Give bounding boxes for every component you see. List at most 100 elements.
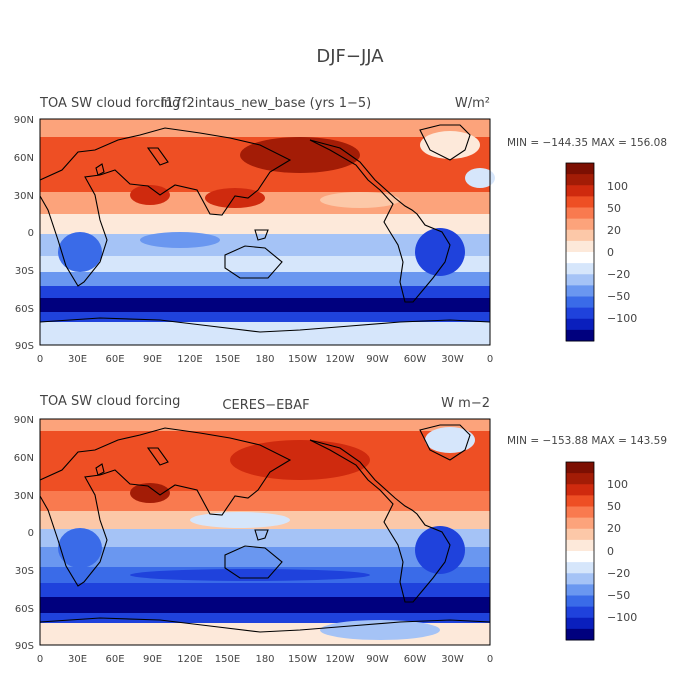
- panel-2-units: W m−2: [441, 396, 490, 411]
- colorbar-swatch: [566, 528, 594, 541]
- panel-1-lat-axis: 90N 60N 30N 0 30S 60S 90S: [14, 115, 34, 352]
- panel-1-lon-label: 0: [37, 354, 43, 365]
- panel-2-lon-label: 30W: [441, 654, 464, 665]
- panel-1-title-left: TOA SW cloud forcing: [39, 96, 180, 111]
- colorbar-swatch: [566, 240, 594, 253]
- panel-2-lat-label: 90N: [14, 415, 34, 426]
- panel-1-lon-label: 150E: [215, 354, 240, 365]
- panel-1-lon-label: 30E: [68, 354, 87, 365]
- colorbar-swatch: [566, 318, 594, 331]
- colorbar-swatch: [566, 218, 594, 231]
- colorbar-swatch: [566, 606, 594, 619]
- panel-1-stats: MIN = −144.35 MAX = 156.08: [507, 137, 667, 149]
- panel-1-lon-label: 0: [487, 354, 493, 365]
- panel-2-colorbar-label: −50: [607, 589, 630, 602]
- colorbar-swatch: [566, 163, 594, 175]
- panel-2-colorbar-label: 20: [607, 522, 621, 535]
- panel-1-title-center: f17f2intaus_new_base (yrs 1−5): [161, 96, 371, 111]
- panel-1-lon-label: 120W: [326, 354, 355, 365]
- colorbar-swatch: [566, 595, 594, 608]
- colorbar-swatch: [566, 274, 594, 286]
- panel-2-lat-label: 60N: [14, 453, 34, 464]
- panel-2-map: [39, 418, 491, 646]
- panel-1-lat-label: 90S: [15, 341, 34, 352]
- panel-2-colorbar: 100 50 20 0 −20 −50 −100: [565, 461, 637, 641]
- panel-1-lat-label: 30S: [15, 266, 34, 277]
- panel-2-lat-label: 90S: [15, 641, 34, 652]
- colorbar-swatch: [566, 473, 594, 485]
- panel-2-lon-label: 90E: [143, 654, 162, 665]
- colorbar-swatch: [566, 539, 594, 552]
- panel-2-title-left: TOA SW cloud forcing: [39, 394, 180, 409]
- colorbar-swatch: [566, 517, 594, 530]
- panel-2-lon-label: 0: [37, 654, 43, 665]
- panel-2-lon-label: 30E: [68, 654, 87, 665]
- panel-2-lon-label: 120W: [326, 654, 355, 665]
- panel-1-lon-label: 30W: [441, 354, 464, 365]
- panel-2-lon-label: 60W: [404, 654, 427, 665]
- panel-1-lon-label: 120E: [177, 354, 202, 365]
- panel-2-colorbar-label: 0: [607, 545, 614, 558]
- colorbar-swatch: [566, 307, 594, 320]
- panel-2-title-center: CERES−EBAF: [222, 398, 309, 413]
- panel-2-lat-label: 60S: [15, 604, 34, 615]
- colorbar-swatch: [566, 285, 594, 297]
- panel-1-lon-label: 60E: [105, 354, 124, 365]
- colorbar-swatch: [566, 185, 594, 197]
- panel-2-lon-label: 120E: [177, 654, 202, 665]
- colorbar-swatch: [566, 617, 594, 630]
- panel-1-colorbar: 100 50 20 0 −20 −50 −100: [565, 162, 637, 342]
- colorbar-swatch: [566, 573, 594, 585]
- colorbar-swatch: [566, 329, 594, 342]
- panel-1-colorbar-label: 0: [607, 246, 614, 259]
- panel-model: TOA SW cloud forcing f17f2intaus_new_bas…: [14, 96, 667, 365]
- colorbar-swatch: [566, 628, 594, 641]
- panel-2-colorbar-label: −100: [607, 611, 637, 624]
- colorbar-swatch: [566, 174, 594, 186]
- panel-1-lon-label: 60W: [404, 354, 427, 365]
- panel-1-lat-label: 30N: [14, 191, 34, 202]
- colorbar-swatch: [566, 506, 594, 519]
- panel-1-lon-label: 180: [255, 354, 274, 365]
- panel-2-stats: MIN = −153.88 MAX = 143.59: [507, 435, 667, 447]
- panel-2-colorbar-label: 100: [607, 478, 628, 491]
- panel-1-colorbar-label: 50: [607, 202, 621, 215]
- panel-2-lat-axis: 90N 60N 30N 0 30S 60S 90S: [14, 415, 34, 652]
- panel-2-lat-label: 30N: [14, 491, 34, 502]
- panel-2-lon-label: 90W: [366, 654, 389, 665]
- colorbar-swatch: [566, 263, 594, 275]
- panel-2-lon-label: 150E: [215, 654, 240, 665]
- panel-2-lon-axis: 0 30E 60E 90E 120E 150E 180 150W 120W 90…: [37, 654, 493, 665]
- panel-1-lon-label: 150W: [288, 354, 317, 365]
- panel-observed: TOA SW cloud forcing CERES−EBAF W m−2 MI…: [14, 394, 667, 665]
- panel-1-colorbar-label: 20: [607, 224, 621, 237]
- panel-2-lon-label: 0: [487, 654, 493, 665]
- colorbar-swatch: [566, 484, 594, 496]
- panel-2-lon-label: 180: [255, 654, 274, 665]
- panel-1-map: [39, 118, 495, 346]
- panel-1-lat-label: 60S: [15, 304, 34, 315]
- panel-1-lon-label: 90W: [366, 354, 389, 365]
- colorbar-swatch: [566, 551, 594, 563]
- panel-1-colorbar-label: −50: [607, 290, 630, 303]
- panel-1-lat-label: 0: [28, 228, 34, 239]
- panel-1-colorbar-label: 100: [607, 180, 628, 193]
- panel-1-lon-axis: 0 30E 60E 90E 120E 150E 180 150W 120W 90…: [37, 354, 493, 365]
- panel-2-lon-label: 150W: [288, 654, 317, 665]
- colorbar-swatch: [566, 252, 594, 264]
- panel-1-colorbar-label: −20: [607, 268, 630, 281]
- colorbar-swatch: [566, 562, 594, 574]
- colorbar-swatch: [566, 196, 594, 208]
- panel-2-lat-label: 30S: [15, 566, 34, 577]
- panel-1-colorbar-label: −100: [607, 312, 637, 325]
- colorbar-swatch: [566, 495, 594, 507]
- panel-2-colorbar-label: 50: [607, 500, 621, 513]
- panel-2-colorbar-label: −20: [607, 567, 630, 580]
- panel-1-lat-label: 90N: [14, 115, 34, 126]
- panel-1-lat-label: 60N: [14, 153, 34, 164]
- colorbar-swatch: [566, 462, 594, 474]
- colorbar-swatch: [566, 229, 594, 242]
- panel-1-units: W/m²: [455, 96, 490, 111]
- colorbar-swatch: [566, 584, 594, 596]
